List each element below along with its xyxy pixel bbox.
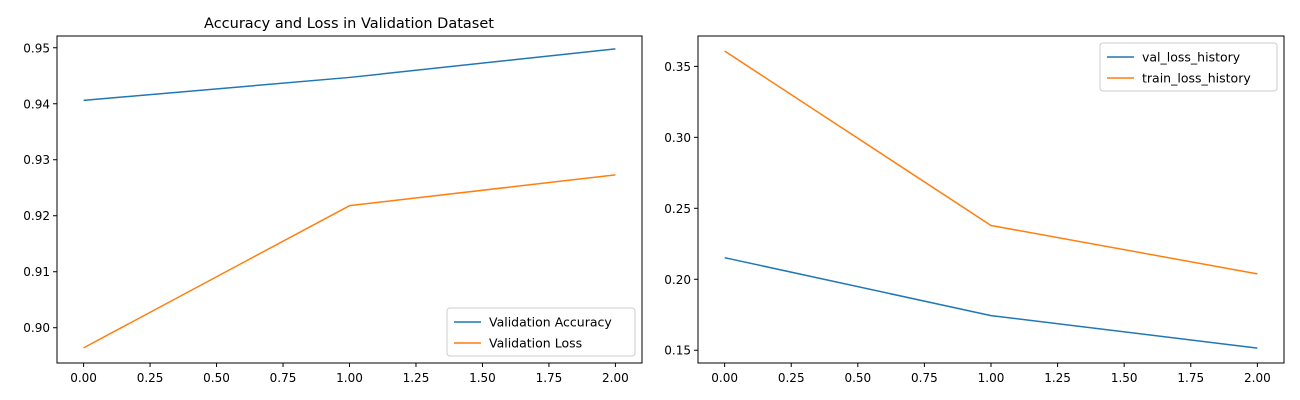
x-tick-label: 0.75 (270, 371, 297, 385)
x-tick-label: 0.00 (70, 371, 97, 385)
y-tick-label: 0.15 (664, 344, 691, 358)
series-line-0 (724, 256, 1258, 349)
x-tick-label: 1.50 (1111, 371, 1138, 385)
x-tick-label: 0.25 (137, 371, 164, 385)
legend-label: val_loss_history (1142, 50, 1241, 65)
x-tick-label: 0.25 (778, 371, 805, 385)
accuracy-loss-chart: Accuracy and Loss in Validation Dataset … (23, 16, 643, 385)
y-tick-label: 0.90 (23, 321, 50, 335)
x-tick-label: 1.75 (536, 371, 563, 385)
y-tick-label: 0.92 (23, 209, 50, 223)
legend: val_loss_history train_loss_history (1099, 42, 1278, 92)
x-tick-label: 1.50 (469, 371, 496, 385)
x-tick-label: 1.25 (403, 371, 430, 385)
legend-label: train_loss_history (1142, 71, 1251, 86)
y-tick-label: 0.95 (23, 41, 50, 55)
series-line-1 (83, 174, 616, 349)
x-tick-label: 0.50 (203, 371, 230, 385)
loss-history-chart: 0.00 0.25 0.50 0.75 1.00 1.25 1.50 1.75 2.00 0.15… (664, 35, 1285, 385)
x-tick-label: 0.75 (911, 371, 938, 385)
chart-title: Accuracy and Loss in Validation Dataset (204, 16, 494, 32)
y-tick-label: 0.91 (23, 265, 50, 279)
y-tick-label: 0.93 (23, 153, 50, 167)
legend-label: Validation Accuracy (489, 315, 612, 330)
x-tick-label: 1.75 (1177, 371, 1204, 385)
y-tick-label: 0.94 (23, 97, 50, 111)
x-tick-label: 0.50 (844, 371, 871, 385)
x-tick-label: 1.00 (336, 371, 363, 385)
x-tick-label: 2.00 (1244, 371, 1271, 385)
legend: Validation Accuracy Validation Loss (446, 307, 636, 357)
y-tick-label: 0.35 (664, 60, 691, 74)
x-tick-label: 2.00 (602, 371, 629, 385)
y-tick-label: 0.20 (664, 273, 691, 287)
y-tick-label: 0.25 (664, 202, 691, 216)
x-tick-label: 1.25 (1044, 371, 1071, 385)
series-line-1 (724, 50, 1258, 275)
series-line-0 (83, 48, 616, 102)
legend-box (446, 307, 636, 357)
legend-label: Validation Loss (489, 336, 582, 351)
x-tick-label: 1.00 (978, 371, 1005, 385)
x-tick-label: 0.00 (711, 371, 738, 385)
y-tick-label: 0.30 (664, 131, 691, 145)
legend-box (1099, 42, 1278, 92)
